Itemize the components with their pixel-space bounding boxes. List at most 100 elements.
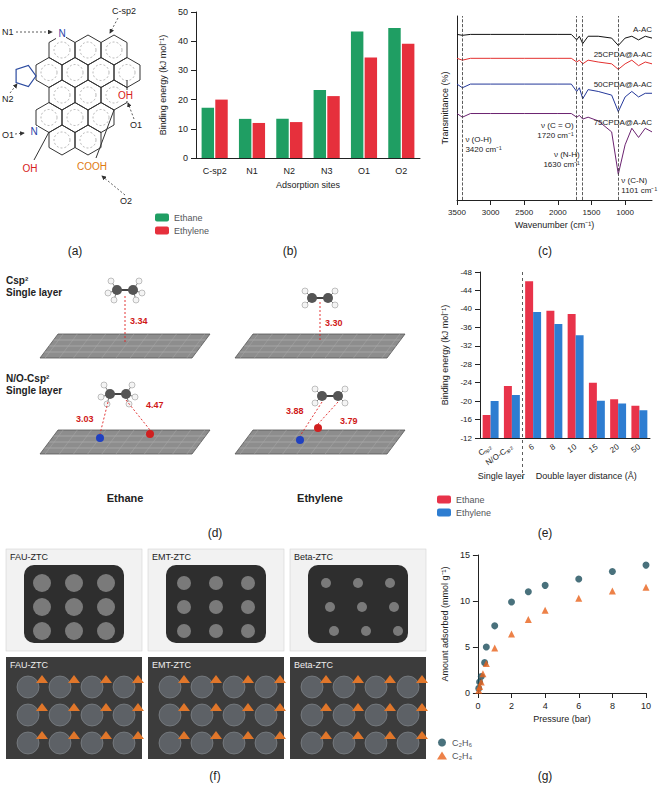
svg-text:Ethane: Ethane	[456, 495, 485, 505]
svg-text:Ethylene: Ethylene	[456, 508, 491, 518]
svg-text:2500: 2500	[515, 208, 533, 217]
svg-text:1000: 1000	[616, 208, 634, 217]
svg-text:10: 10	[641, 701, 651, 711]
svg-text:OH: OH	[118, 90, 133, 101]
svg-text:Ethylene: Ethylene	[297, 492, 343, 504]
svg-text:Adsorption sites: Adsorption sites	[276, 180, 341, 190]
svg-text:EMT-ZTC: EMT-ZTC	[152, 552, 191, 562]
svg-text:75CPDA@A-AC: 75CPDA@A-AC	[594, 118, 653, 127]
svg-text:50: 50	[629, 442, 642, 455]
svg-text:4: 4	[543, 701, 548, 711]
svg-text:N/O-Csp²: N/O-Csp²	[6, 373, 50, 384]
svg-text:20: 20	[608, 442, 621, 455]
svg-text:Single layer: Single layer	[6, 385, 62, 396]
svg-text:Ethylene: Ethylene	[174, 226, 209, 236]
svg-text:O2: O2	[120, 196, 132, 206]
svg-text:N: N	[30, 126, 37, 137]
svg-text:20: 20	[178, 95, 188, 105]
svg-text:Beta-ZTC: Beta-ZTC	[294, 660, 334, 670]
svg-text:ν (C = O): ν (C = O)	[541, 121, 574, 130]
svg-text:OH: OH	[23, 163, 38, 174]
svg-text:EMT-ZTC: EMT-ZTC	[152, 660, 191, 670]
svg-text:-28: -28	[460, 360, 472, 369]
svg-text:3000: 3000	[482, 208, 500, 217]
svg-text:Single layer: Single layer	[478, 471, 525, 481]
svg-text:-48: -48	[460, 268, 472, 277]
svg-text:-32: -32	[460, 341, 472, 350]
svg-text:Pressure (bar): Pressure (bar)	[533, 714, 591, 724]
svg-text:1720 cm⁻¹: 1720 cm⁻¹	[537, 131, 574, 140]
svg-text:0: 0	[475, 701, 480, 711]
svg-text:ν (O-H): ν (O-H)	[465, 135, 492, 144]
svg-text:Wavenumber (cm⁻¹): Wavenumber (cm⁻¹)	[515, 220, 595, 230]
svg-text:10: 10	[460, 596, 470, 606]
svg-text:4.47: 4.47	[146, 400, 164, 410]
svg-text:6: 6	[576, 701, 581, 711]
svg-text:3.30: 3.30	[325, 318, 343, 328]
svg-text:O1: O1	[130, 120, 142, 130]
svg-text:1500: 1500	[583, 208, 601, 217]
svg-text:2000: 2000	[549, 208, 567, 217]
svg-text:O1: O1	[2, 130, 14, 140]
svg-text:N2: N2	[284, 166, 296, 176]
svg-text:Amount adsorbed (mmol g⁻¹): Amount adsorbed (mmol g⁻¹)	[440, 566, 450, 681]
svg-text:O2: O2	[395, 166, 407, 176]
svg-text:COOH: COOH	[77, 161, 107, 172]
svg-text:8: 8	[548, 442, 557, 452]
svg-text:Beta-ZTC: Beta-ZTC	[294, 552, 334, 562]
svg-text:C-sp2: C-sp2	[203, 166, 227, 176]
svg-text:N2: N2	[2, 94, 14, 104]
svg-text:ν (C-N): ν (C-N)	[621, 176, 647, 185]
svg-text:-20: -20	[460, 397, 472, 406]
svg-text:3420 cm⁻¹: 3420 cm⁻¹	[465, 145, 502, 154]
svg-text:6: 6	[527, 442, 536, 452]
svg-text:0: 0	[183, 153, 188, 163]
svg-text:N3: N3	[321, 166, 333, 176]
svg-text:15: 15	[587, 442, 600, 455]
svg-text:40: 40	[178, 36, 188, 46]
svg-text:Binding energy (kJ mol⁻¹): Binding energy (kJ mol⁻¹)	[158, 35, 168, 136]
svg-text:1630 cm⁻¹: 1630 cm⁻¹	[543, 160, 580, 169]
svg-text:O1: O1	[358, 166, 370, 176]
svg-text:Single layer: Single layer	[6, 287, 62, 298]
svg-text:Binding energy (kJ mol⁻¹): Binding energy (kJ mol⁻¹)	[440, 305, 450, 406]
svg-text:-44: -44	[460, 286, 472, 295]
svg-text:Ethane: Ethane	[107, 492, 144, 504]
svg-text:10: 10	[566, 442, 579, 455]
svg-text:C₂H₆: C₂H₆	[452, 738, 472, 748]
svg-text:Double layer distance (Å): Double layer distance (Å)	[536, 471, 637, 481]
svg-text:N/O-Cₛₚ₂: N/O-Cₛₚ₂	[484, 442, 514, 467]
svg-text:C₂H₄: C₂H₄	[452, 751, 472, 761]
svg-text:-36: -36	[460, 323, 472, 332]
svg-text:A-AC: A-AC	[633, 25, 652, 34]
svg-text:30: 30	[178, 65, 188, 75]
svg-text:FAU-ZTC: FAU-ZTC	[10, 552, 48, 562]
svg-text:5: 5	[465, 642, 470, 652]
svg-text:50CPDA@A-AC: 50CPDA@A-AC	[594, 80, 653, 89]
svg-text:3.34: 3.34	[130, 316, 148, 326]
svg-text:-12: -12	[460, 434, 472, 443]
svg-text:25CPDA@A-AC: 25CPDA@A-AC	[594, 50, 653, 59]
svg-text:N: N	[58, 28, 65, 39]
svg-text:3500: 3500	[448, 208, 466, 217]
svg-text:50: 50	[178, 7, 188, 17]
svg-text:-16: -16	[460, 415, 472, 424]
svg-text:Csp²: Csp²	[6, 275, 29, 286]
svg-text:FAU-ZTC: FAU-ZTC	[10, 660, 48, 670]
svg-text:8: 8	[610, 701, 615, 711]
svg-text:Transmittance (%): Transmittance (%)	[440, 71, 450, 144]
svg-text:10: 10	[178, 124, 188, 134]
svg-text:3.79: 3.79	[340, 416, 358, 426]
svg-text:15: 15	[460, 550, 470, 560]
svg-text:Ethane: Ethane	[174, 213, 203, 223]
svg-text:2: 2	[509, 701, 514, 711]
svg-text:N1: N1	[246, 166, 258, 176]
svg-text:-40: -40	[460, 304, 472, 313]
svg-text:0: 0	[465, 688, 470, 698]
svg-text:3.88: 3.88	[286, 406, 304, 416]
svg-text:1101 cm⁻¹: 1101 cm⁻¹	[621, 186, 657, 195]
svg-text:C-sp2: C-sp2	[112, 6, 136, 16]
svg-text:-24: -24	[460, 378, 472, 387]
svg-text:3.03: 3.03	[76, 414, 94, 424]
svg-text:N1: N1	[2, 27, 14, 37]
